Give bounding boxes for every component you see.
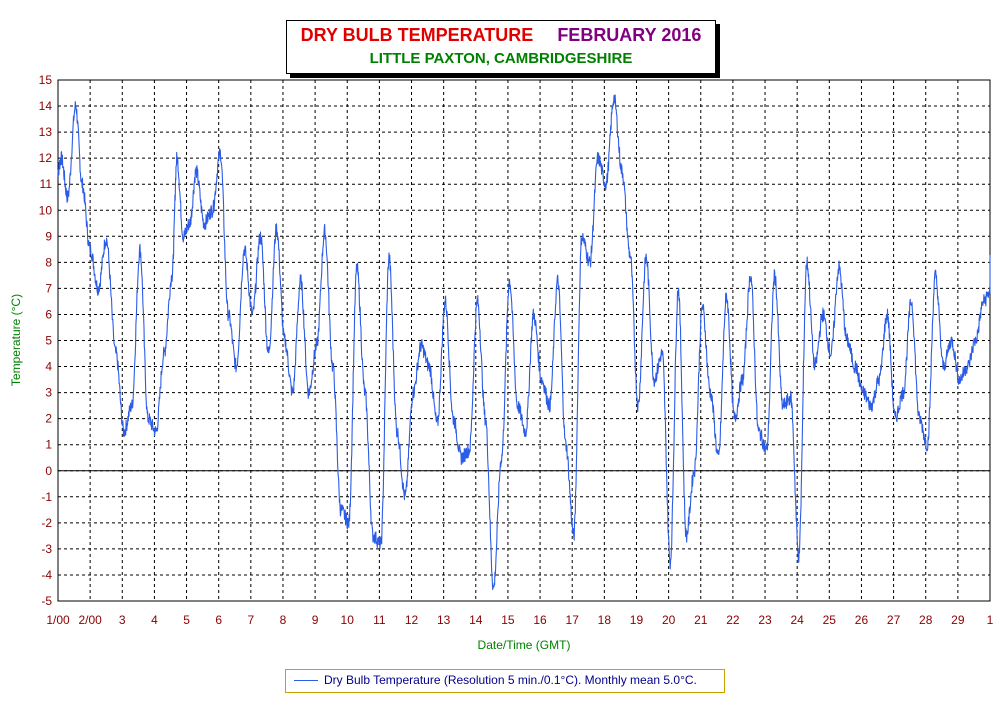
x-tick-label: 12 <box>405 613 419 627</box>
x-tick-label: 10 <box>341 613 355 627</box>
y-tick-label: 12 <box>39 151 53 165</box>
y-tick-label: 11 <box>40 177 53 191</box>
x-tick-label: 23 <box>758 613 772 627</box>
x-tick-label: 8 <box>280 613 287 627</box>
x-tick-label: 6 <box>215 613 222 627</box>
x-tick-label: 7 <box>247 613 254 627</box>
y-tick-label: 2 <box>45 412 52 426</box>
series-layer <box>57 94 991 591</box>
legend: Dry Bulb Temperature (Resolution 5 min./… <box>285 669 725 693</box>
title-period: FEBRUARY 2016 <box>557 25 702 45</box>
x-tick-label: 24 <box>790 613 804 627</box>
x-tick-labels: 1/00 2/00 3 4 5 6 7 8 9 10 11 12 13 14 15 16 17 18 19 20 21 2… <box>46 613 993 627</box>
x-tick-label: 27 <box>887 613 901 627</box>
x-tick-label: 22 <box>726 613 740 627</box>
y-tick-label: 4 <box>45 360 52 374</box>
x-tick-label: 16 <box>533 613 547 627</box>
y-axis-label: Temperature (°C) <box>9 294 23 386</box>
y-tick-label: 0 <box>45 464 52 478</box>
y-tick-label: -5 <box>41 594 52 608</box>
x-tick-label: 1 <box>987 613 994 627</box>
x-tick-label: 21 <box>694 613 708 627</box>
y-tick-label: -3 <box>41 542 52 556</box>
x-axis-label: Date/Time (GMT) <box>478 638 571 652</box>
y-tick-label: 6 <box>45 307 52 321</box>
x-tick-label: 19 <box>630 613 644 627</box>
x-tick-label: 20 <box>662 613 676 627</box>
x-tick-label: 9 <box>312 613 319 627</box>
y-tick-label: 5 <box>45 334 52 348</box>
y-tick-label: 15 <box>39 73 53 87</box>
x-tick-label: 26 <box>855 613 869 627</box>
y-tick-label: -2 <box>41 516 52 530</box>
y-tick-label: 3 <box>45 386 52 400</box>
x-tick-label: 25 <box>823 613 837 627</box>
x-tick-label: 4 <box>151 613 158 627</box>
x-tick-label: 17 <box>566 613 580 627</box>
x-tick-label: 28 <box>919 613 933 627</box>
x-tick-label: 29 <box>951 613 965 627</box>
x-tick-label: 5 <box>183 613 190 627</box>
x-tick-label: 14 <box>469 613 483 627</box>
chart-subtitle: LITTLE PAXTON, CAMBRIDGESHIRE <box>369 50 633 67</box>
y-tick-label: -1 <box>41 490 52 504</box>
y-tick-label: 14 <box>39 99 53 113</box>
title-main: DRY BULB TEMPERATURE <box>300 25 534 45</box>
chart-title: DRY BULB TEMPERATURE FEBRUARY 2016 <box>287 25 715 46</box>
y-tick-label: 1 <box>45 438 52 452</box>
y-tick-label: 9 <box>45 229 52 243</box>
x-tick-label: 2/00 <box>78 613 102 627</box>
legend-swatch <box>294 680 318 681</box>
x-tick-label: 18 <box>598 613 612 627</box>
y-tick-label: 13 <box>39 125 53 139</box>
y-tick-label: 7 <box>45 281 52 295</box>
y-tick-label: 8 <box>45 255 52 269</box>
series-line-dry-bulb <box>57 94 991 591</box>
x-tick-label: 3 <box>119 613 126 627</box>
grid-layer <box>57 79 991 602</box>
x-tick-label: 15 <box>501 613 515 627</box>
legend-label: Dry Bulb Temperature (Resolution 5 min./… <box>324 673 697 687</box>
y-tick-label: 10 <box>39 203 53 217</box>
x-tick-label: 13 <box>437 613 451 627</box>
title-box: DRY BULB TEMPERATURE FEBRUARY 2016 LITTLE… <box>286 20 716 74</box>
x-tick-label: 11 <box>373 613 386 627</box>
x-tick-label: 1/00 <box>46 613 70 627</box>
y-tick-label: -4 <box>41 568 52 582</box>
